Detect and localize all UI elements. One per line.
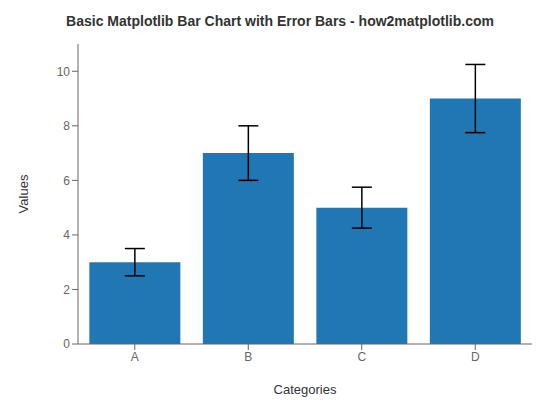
svg-text:B: B (244, 350, 252, 364)
svg-text:A: A (131, 350, 139, 364)
svg-text:8: 8 (63, 119, 70, 133)
svg-text:2: 2 (63, 283, 70, 297)
svg-text:C: C (357, 350, 366, 364)
svg-text:Categories: Categories (274, 382, 337, 397)
svg-text:Values: Values (16, 174, 31, 213)
svg-text:10: 10 (57, 65, 71, 79)
html-text:Basic Matplotlib Bar Chart wit: Basic Matplotlib Bar Chart with Error Ba… (66, 13, 494, 29)
svg-text:0: 0 (63, 337, 70, 351)
svg-text:4: 4 (63, 228, 70, 242)
svg-text:D: D (471, 350, 480, 364)
svg-text:6: 6 (63, 174, 70, 188)
